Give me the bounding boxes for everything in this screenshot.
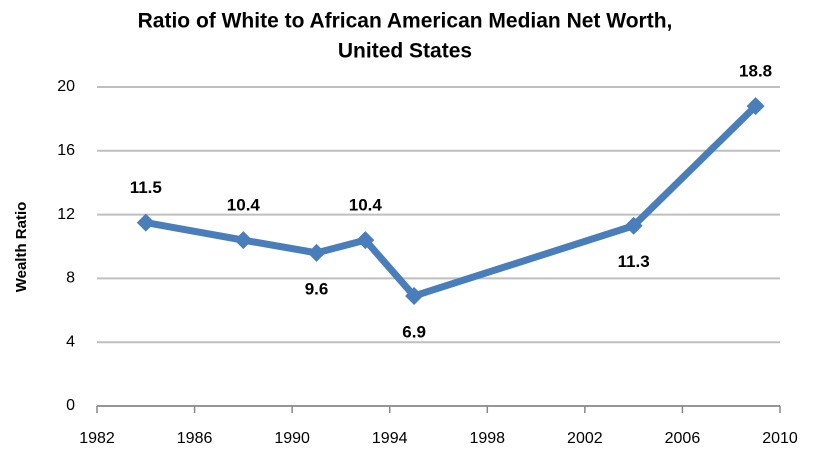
x-tick-label: 1998: [469, 430, 505, 447]
chart-title: Ratio of White to African American Media…: [138, 10, 673, 33]
x-tick-label: 2002: [567, 430, 603, 447]
data-label: 6.9: [402, 322, 426, 341]
y-tick-label: 8: [66, 270, 75, 287]
data-label: 18.8: [739, 62, 772, 81]
marker: [234, 231, 253, 250]
x-tick-label: 1982: [79, 430, 115, 447]
y-axis-label: Wealth Ratio: [13, 202, 30, 293]
x-tick-label: 1990: [274, 430, 310, 447]
x-tick-label: 1986: [177, 430, 213, 447]
x-tick-label: 2010: [762, 430, 798, 447]
data-label: 9.6: [305, 279, 329, 298]
x-tick-label: 1994: [372, 430, 408, 447]
marker: [624, 216, 643, 235]
marker: [746, 97, 765, 116]
chart-title: United States: [338, 40, 472, 63]
data-label: 10.4: [227, 196, 261, 215]
data-label: 11.5: [130, 178, 162, 197]
data-label: 11.3: [618, 252, 650, 271]
y-tick-label: 0: [66, 397, 75, 414]
y-tick-label: 12: [57, 206, 75, 223]
y-tick-label: 4: [66, 333, 75, 350]
marker: [405, 286, 424, 305]
marker: [307, 243, 326, 262]
y-tick-label: 20: [57, 78, 75, 95]
x-tick-label: 2006: [665, 430, 701, 447]
marker: [136, 213, 155, 232]
marker: [356, 231, 375, 250]
y-tick-label: 16: [57, 142, 75, 159]
data-label: 10.4: [349, 196, 383, 215]
